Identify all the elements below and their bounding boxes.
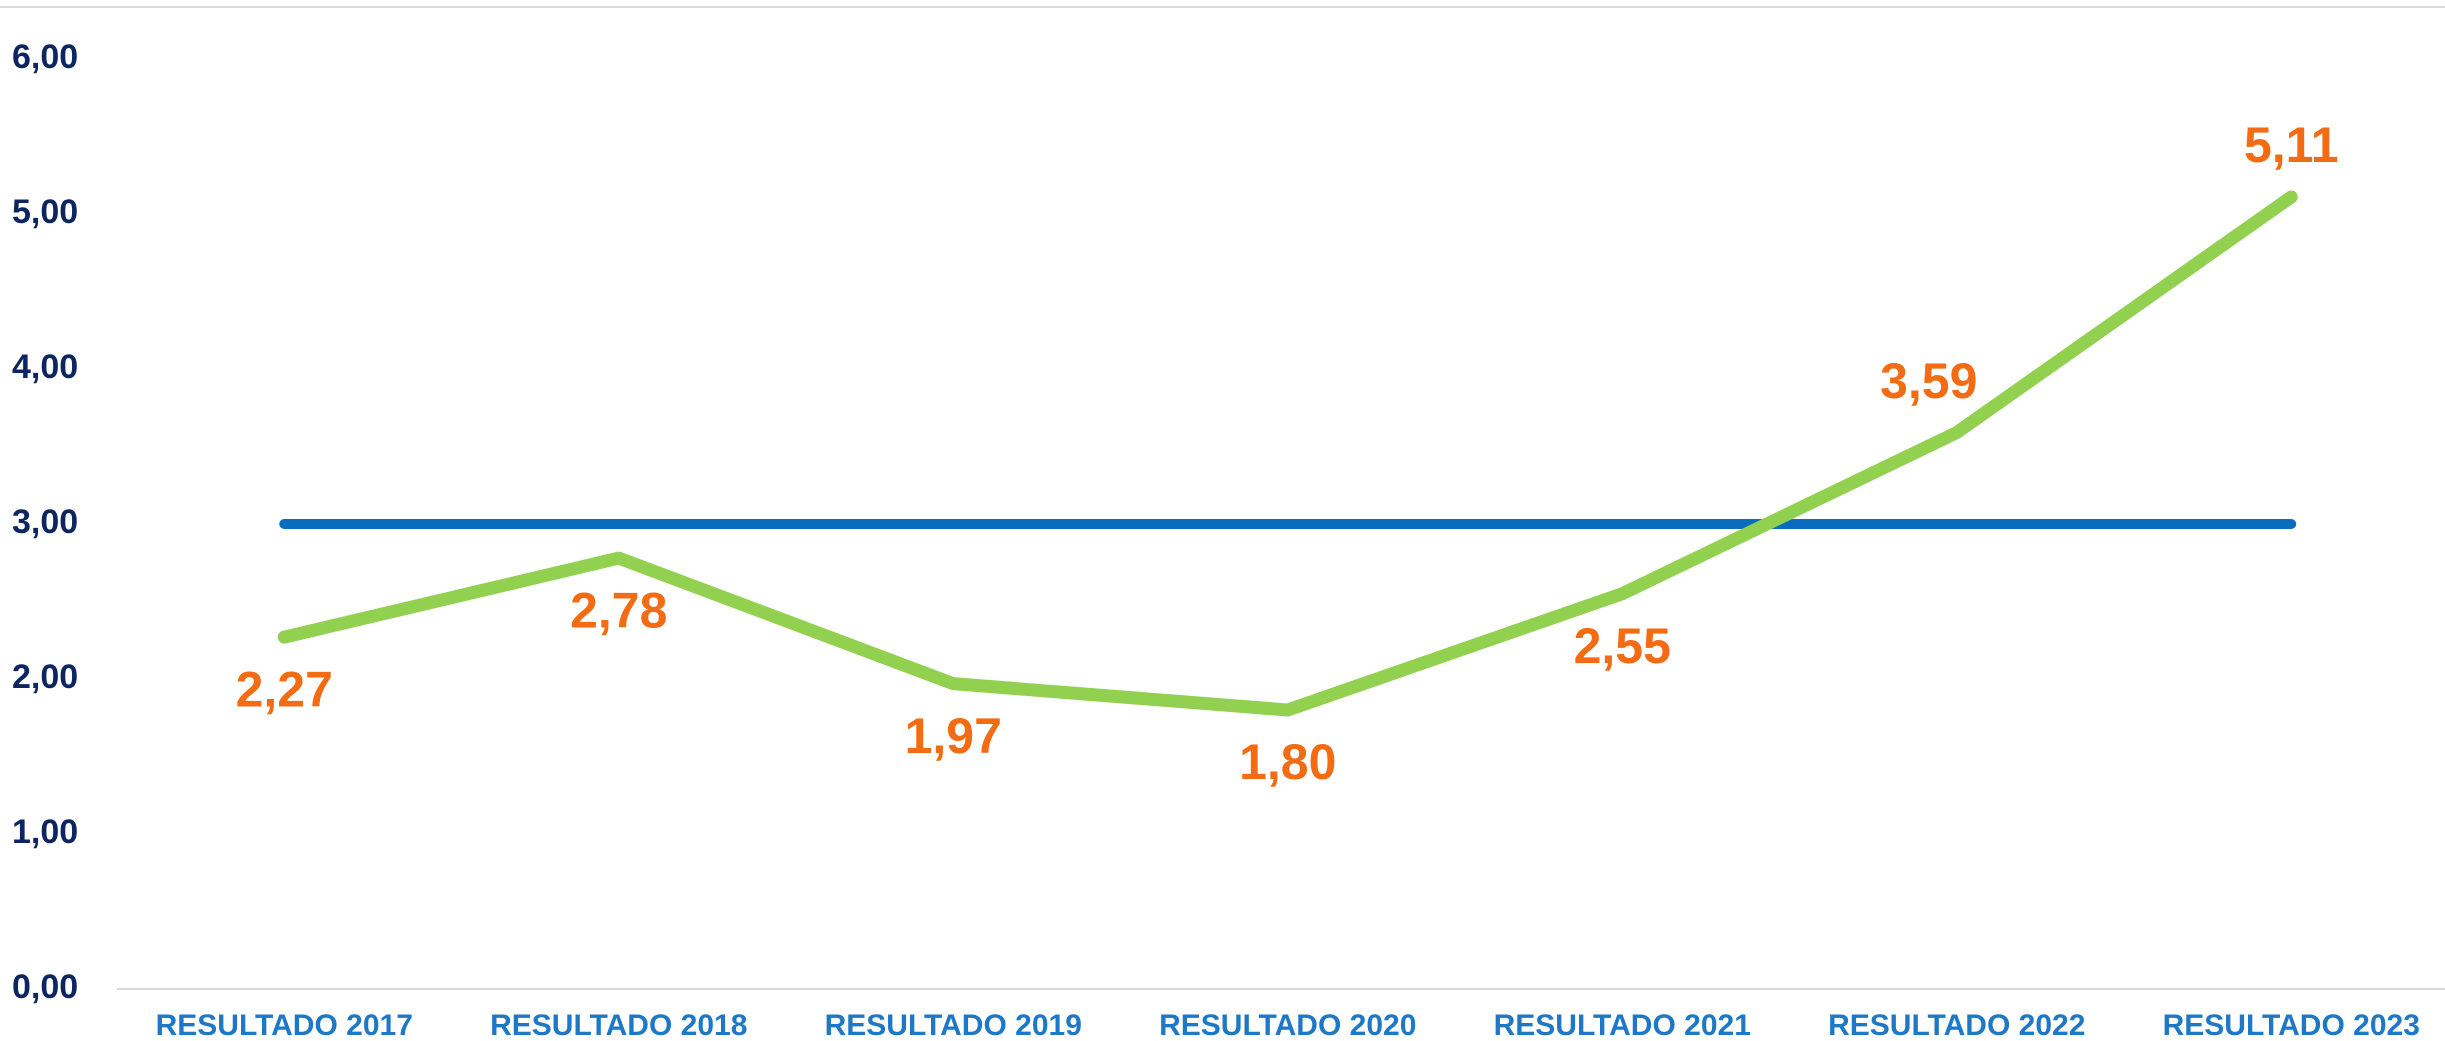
x-tick-label: RESULTADO 2017	[156, 1009, 413, 1041]
x-tick-label: RESULTADO 2018	[490, 1009, 747, 1041]
y-tick-label: 3,00	[12, 503, 78, 541]
x-tick-label: RESULTADO 2019	[825, 1009, 1082, 1041]
line-series	[277, 190, 2298, 717]
data-label: 1,97	[905, 708, 1002, 764]
data-label: 3,59	[1880, 353, 1977, 409]
x-tick-label: RESULTADO 2023	[2163, 1009, 2420, 1041]
x-tick-label: RESULTADO 2021	[1494, 1009, 1751, 1041]
y-tick-label: 2,00	[12, 658, 78, 696]
data-label: 2,27	[236, 661, 333, 717]
y-tick-label: 4,00	[12, 348, 78, 386]
x-tick-label: RESULTADO 2020	[1159, 1009, 1416, 1041]
y-tick-label: 6,00	[12, 38, 78, 76]
data-label: 2,55	[1574, 618, 1671, 674]
y-tick-label: 5,00	[12, 193, 78, 231]
y-tick-label: 1,00	[12, 813, 78, 851]
y-tick-label: 0,00	[12, 968, 78, 1006]
data-label: 5,11	[2244, 117, 2339, 173]
x-tick-label: RESULTADO 2022	[1828, 1009, 2085, 1041]
data-label: 1,80	[1239, 734, 1336, 790]
data-label: 2,78	[570, 582, 667, 638]
